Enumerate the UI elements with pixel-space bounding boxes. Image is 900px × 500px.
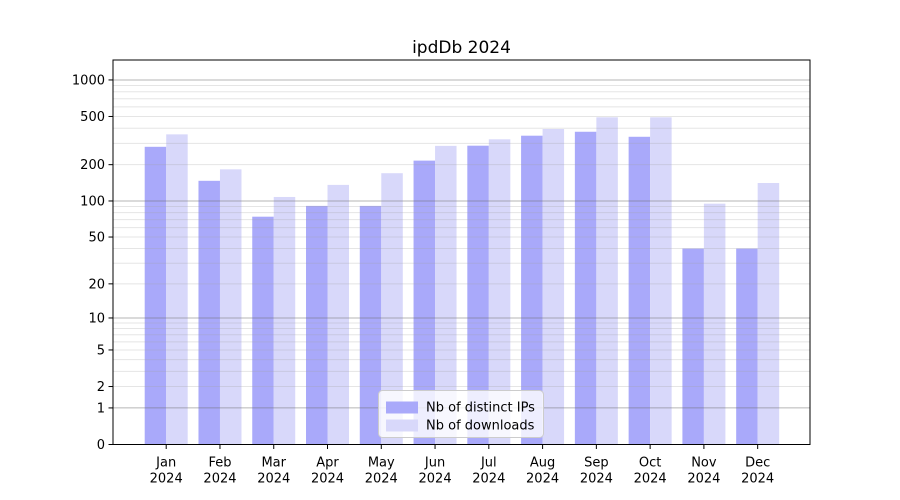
bar-dec-distinct-ips <box>736 248 758 445</box>
bar-may-distinct-ips <box>359 205 382 445</box>
bar-oct-downloads <box>650 117 672 445</box>
x-tick-label-year: 2024 <box>365 472 398 487</box>
y-tick-label: 0 <box>97 438 105 453</box>
bar-may-downloads <box>381 173 403 445</box>
x-tick-label-year: 2024 <box>741 472 774 487</box>
x-tick-label-year: 2024 <box>472 472 505 487</box>
x-tick-label-month: Jul <box>480 456 497 471</box>
x-tick-label-year: 2024 <box>311 472 344 487</box>
x-tick-label-year: 2024 <box>150 472 183 487</box>
chart-title: ipdDb 2024 <box>412 38 511 58</box>
y-tick-label: 5 <box>97 343 105 358</box>
bar-aug-distinct-ips <box>521 135 543 445</box>
x-tick-label-year: 2024 <box>419 472 452 487</box>
legend-label-distinct-ips: Nb of distinct IPs <box>426 401 535 416</box>
x-tick-label-year: 2024 <box>634 472 667 487</box>
bar-dec-downloads <box>757 183 780 445</box>
bar-jul-distinct-ips <box>467 145 489 445</box>
bar-jun-downloads <box>435 145 457 445</box>
bar-mar-distinct-ips <box>252 216 274 445</box>
y-tick-label: 50 <box>88 231 105 246</box>
y-tick-label: 1000 <box>72 73 105 88</box>
x-tick-label-month: Oct <box>639 456 661 471</box>
bar-sep-distinct-ips <box>574 131 597 445</box>
x-tick-label-month: Aug <box>530 456 555 471</box>
x-tick-label-year: 2024 <box>580 472 613 487</box>
x-tick-label-year: 2024 <box>526 472 559 487</box>
y-tick-label: 500 <box>80 110 105 125</box>
legend-label-downloads: Nb of downloads <box>426 419 535 434</box>
y-tick-label: 100 <box>80 194 105 209</box>
bar-feb-distinct-ips <box>198 180 220 445</box>
x-tick-label-month: Feb <box>208 456 231 471</box>
legend-box <box>378 390 544 438</box>
x-tick-label-month: Sep <box>584 456 609 471</box>
bar-apr-downloads <box>327 184 350 445</box>
x-tick-label-month: Nov <box>691 456 717 471</box>
bar-aug-downloads <box>542 129 565 445</box>
x-tick-label-year: 2024 <box>687 472 720 487</box>
bar-nov-downloads <box>703 203 726 445</box>
y-tick-label: 20 <box>88 277 105 292</box>
bar-sep-downloads <box>596 117 618 445</box>
bar-oct-distinct-ips <box>628 136 651 445</box>
bar-jul-downloads <box>488 139 511 445</box>
bar-jan-downloads <box>166 134 188 445</box>
bar-jan-distinct-ips <box>144 146 167 445</box>
x-tick-label-month: Jun <box>424 456 445 471</box>
x-tick-label-month: May <box>368 456 395 471</box>
y-tick-label: 10 <box>88 311 105 326</box>
bar-mar-downloads <box>273 196 296 445</box>
bar-apr-distinct-ips <box>306 205 328 445</box>
x-tick-label-month: Apr <box>316 456 339 471</box>
y-tick-label: 200 <box>80 158 105 173</box>
bar-nov-distinct-ips <box>682 248 704 445</box>
y-tick-label: 1 <box>97 401 105 416</box>
plot-frame <box>112 59 811 445</box>
bar-jun-distinct-ips <box>413 160 436 445</box>
bar-feb-downloads <box>219 169 242 445</box>
legend-swatch-downloads <box>386 419 418 432</box>
x-tick-label-month: Jan <box>155 456 176 471</box>
plot-area: 01251020501002005001000Jan2024Feb2024Mar… <box>72 59 811 487</box>
x-tick-label-year: 2024 <box>257 472 290 487</box>
legend: Nb of distinct IPs Nb of downloads <box>378 390 544 438</box>
legend-swatch-distinct-ips <box>386 401 418 414</box>
x-tick-label-month: Mar <box>261 456 286 471</box>
y-tick-label: 2 <box>97 380 105 395</box>
x-tick-label-month: Dec <box>745 456 770 471</box>
x-tick-label-year: 2024 <box>203 472 236 487</box>
